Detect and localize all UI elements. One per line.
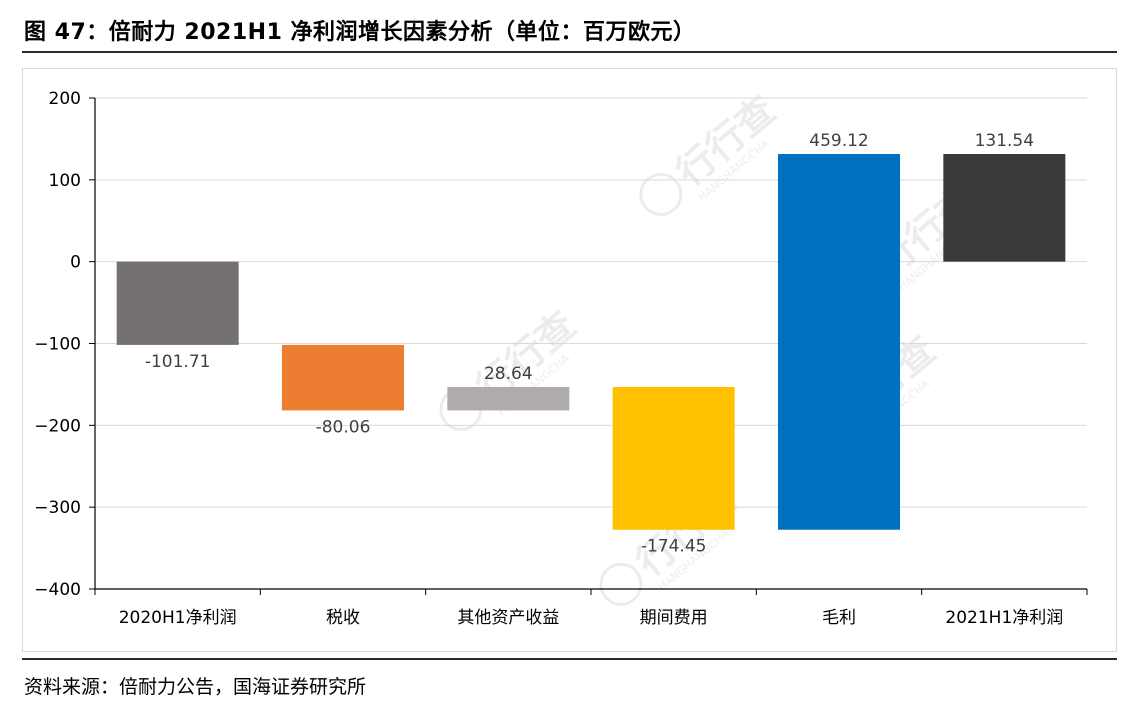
bar-0: [116, 261, 239, 345]
data-label: -80.06: [316, 417, 371, 437]
data-label: -101.71: [145, 352, 211, 372]
bar-2: [447, 386, 570, 411]
ytick-label: −300: [34, 498, 81, 518]
title-rule: [22, 51, 1117, 53]
ytick-label: 200: [49, 89, 81, 109]
bar-5: [943, 154, 1066, 262]
watermark-logo-icon: [599, 562, 643, 606]
xtick-label: 2021H1净利润: [945, 608, 1063, 628]
xtick-label: 期间费用: [640, 608, 708, 628]
data-label: 28.64: [484, 364, 533, 384]
tick-labels: 200 100 0 −100 −200 −300 −400 2020H1净利润 税收 其他资产收益…: [34, 89, 1063, 628]
xtick-label: 2020H1净利润: [119, 608, 237, 628]
ytick-label: −100: [34, 335, 81, 355]
bar-1: [282, 344, 404, 411]
ytick-label: −200: [34, 416, 81, 436]
data-label: -174.45: [641, 537, 707, 557]
xtick-label: 其他资产收益: [457, 608, 559, 628]
watermark-layer: 行行查HANGHANGCHA行行查HANGHANGCHA行行查HANGHANGC…: [439, 88, 984, 606]
gridlines: [89, 97, 1087, 590]
xtick-label: 税收: [326, 608, 360, 628]
ytick-label: −400: [34, 580, 81, 600]
ytick-label: 100: [49, 171, 81, 191]
watermark-logo-icon: [639, 172, 683, 216]
chart-frame: 行行查 HANGHANGCHA 行行查 HANGHANGCHA 行行查 HANGHANGC…: [22, 68, 1117, 652]
bar-3: [612, 386, 735, 530]
data-labels: -101.71 -80.06 28.64 -174.45 459.12 131.54: [145, 131, 1034, 557]
waterfall-chart: 行行查HANGHANGCHA行行查HANGHANGCHA行行查HANGHANGC…: [34, 88, 1088, 628]
bars: [116, 154, 1066, 530]
data-label: 459.12: [809, 131, 868, 151]
figure-title: 图 47：倍耐力 2021H1 净利润增长因素分析（单位：百万欧元）: [24, 20, 696, 45]
ytick-label: 0: [70, 253, 81, 273]
data-label: 131.54: [975, 131, 1034, 151]
axes: [94, 98, 1088, 595]
bar-4: [778, 154, 900, 530]
xtick-label: 毛利: [822, 608, 856, 628]
source-note: 资料来源：倍耐力公告，国海证券研究所: [24, 676, 367, 698]
source-rule: [22, 658, 1117, 660]
